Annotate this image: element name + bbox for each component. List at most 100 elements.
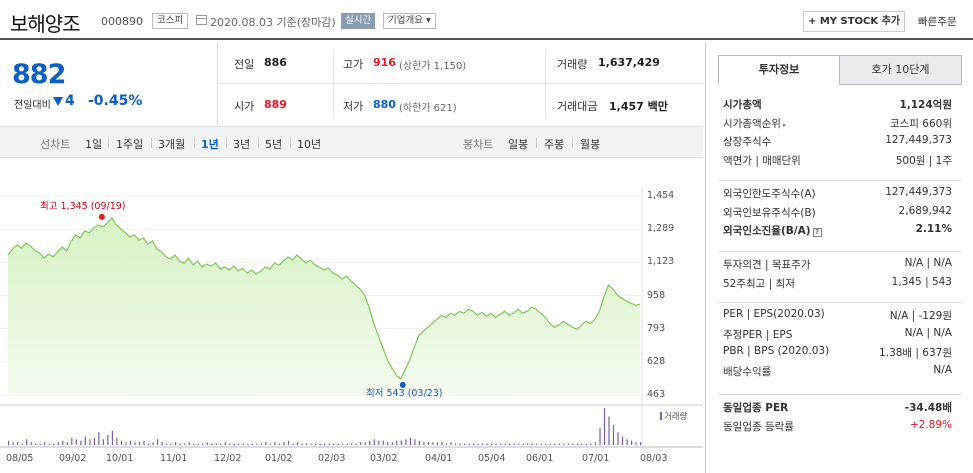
y-tick-label: 463 <box>647 389 666 400</box>
info-label-text: PBR | BPS (2020.03) <box>723 345 830 357</box>
info-divider <box>718 302 962 303</box>
period-separator <box>536 138 537 148</box>
volume-bar <box>134 442 136 445</box>
info-label: PBR | BPS (2020.03) <box>723 345 829 357</box>
info-value: N/A | N/A <box>904 257 952 269</box>
info-label-text: 추정PER | EPS <box>723 328 793 341</box>
period-separator <box>194 138 195 148</box>
volume-bar <box>238 443 240 445</box>
period-separator <box>151 138 152 148</box>
volume-bar <box>549 443 551 445</box>
info-row: 시가총액순위 ▸ 코스피 660위 <box>723 116 952 134</box>
volume-bar <box>518 443 520 445</box>
volume-bar <box>215 443 217 445</box>
period-3y[interactable]: 3년 <box>233 138 251 151</box>
volume-bar <box>251 443 253 445</box>
volume-bar <box>581 443 583 445</box>
volume-bar <box>175 442 177 445</box>
price-summary: 882 전일대비 4 -0.45% 전일 886 고가 916 (상한가 1,1… <box>0 42 703 126</box>
x-tick-label: 10/01 <box>106 453 134 464</box>
info-value: +2.89% <box>909 418 952 431</box>
volume-bar <box>441 442 443 445</box>
volume-bar <box>305 443 308 445</box>
help-icon[interactable]: ? <box>812 228 822 237</box>
period-10y[interactable]: 10년 <box>297 138 322 151</box>
info-value: N/A <box>933 363 952 376</box>
volume-bar <box>71 437 73 445</box>
volume-bar <box>84 436 86 445</box>
volume-bar <box>554 443 556 445</box>
period-selector: 선차트 1일 1주일 3개월 1년 3년 5년 10년 봉차트 일봉 주봉 월봉 <box>0 126 703 158</box>
low-marker <box>399 381 406 388</box>
candle-weekly[interactable]: 주봉 <box>544 138 565 151</box>
period-1d[interactable]: 1일 <box>85 138 103 151</box>
volume-bar <box>414 439 416 445</box>
info-value: 코스피 660위 <box>889 117 952 130</box>
x-tick-label: 06/01 <box>526 453 554 464</box>
info-row: 액면가 | 매매단위 500원 | 1주 <box>723 153 952 171</box>
tab-orderbook[interactable]: 호가 10단계 <box>839 55 962 85</box>
volume-bar <box>53 443 55 445</box>
volume-bar <box>166 443 168 445</box>
upper-limit: (상한가 1,150) <box>399 61 467 72</box>
current-price: 882 <box>12 59 66 90</box>
volume-bar <box>333 443 335 445</box>
volume-bar <box>211 443 213 445</box>
volume-bar <box>229 443 231 445</box>
volume-bar <box>567 443 569 445</box>
tab-underline <box>839 84 962 85</box>
info-label-text: 외국인소진율(B/A) <box>723 225 811 237</box>
info-value: -34.48배 <box>904 402 952 414</box>
stock-code: 000890 <box>101 15 143 28</box>
volume-bar <box>463 443 466 445</box>
info-label: 동일업종 PER <box>723 400 788 415</box>
info-label-text: 배당수익률 <box>723 365 772 378</box>
prev-close-label: 전일 <box>234 58 255 71</box>
info-label-text: 외국인한도주식수(A) <box>723 188 816 200</box>
volume-bar <box>35 443 37 445</box>
period-3m[interactable]: 3개월 <box>158 138 186 151</box>
info-label: 액면가 | 매매단위 <box>723 153 801 168</box>
info-value: 1,345 | 543 <box>891 275 952 288</box>
volume-bar <box>116 437 118 445</box>
add-mystock-button[interactable]: + MY STOCK 추가 <box>803 11 905 32</box>
volume-bar <box>283 442 285 445</box>
volume-bar <box>351 443 353 445</box>
price-chart[interactable]: 1,454 1,289 1,123 958 793 628 463 08/05 09/02 10… <box>0 158 703 473</box>
period-5y[interactable]: 5년 <box>265 138 283 151</box>
volume-bar <box>427 442 429 445</box>
info-label: PER | EPS(2020.03) <box>723 308 825 320</box>
info-label-text: 동일업종 등락률 <box>723 420 794 433</box>
volume-bar <box>319 443 321 445</box>
volume-bar <box>509 443 511 445</box>
period-1y[interactable]: 1년 <box>201 138 219 151</box>
volume-bar <box>369 440 371 445</box>
volume-bar <box>26 439 28 445</box>
x-tick-label: 08/05 <box>6 453 34 464</box>
quick-order-button[interactable]: 빠른주문 <box>918 16 957 28</box>
candle-monthly[interactable]: 월봉 <box>580 138 601 151</box>
info-label-text: 액면가 | 매매단위 <box>723 154 801 167</box>
y-tick-label: 793 <box>647 322 666 334</box>
caret-right-icon[interactable]: ▸ <box>782 120 787 129</box>
volume-bar <box>21 443 23 445</box>
period-1w[interactable]: 1주일 <box>116 138 144 151</box>
amount-label: 거래대금 <box>557 100 598 113</box>
live-badge[interactable]: 실시간 <box>341 13 376 29</box>
volume-value: 1,637,429 <box>598 56 660 69</box>
x-tick-label: 04/01 <box>425 453 453 464</box>
volume-bar <box>513 443 515 445</box>
prev-close-value: 886 <box>264 56 287 69</box>
volume-bar <box>545 443 547 445</box>
volume-bar <box>536 443 538 445</box>
candle-daily[interactable]: 일봉 <box>508 138 529 151</box>
volume-bar <box>256 443 258 445</box>
volume-bar <box>89 439 91 445</box>
tab-invest-info[interactable]: 투자정보 <box>718 55 840 85</box>
volume-bar <box>107 435 109 445</box>
summary-divider <box>218 83 703 84</box>
volume-bar <box>179 443 181 445</box>
info-label-text: 투자의견 | 목표주가 <box>723 259 811 271</box>
price-area <box>8 217 640 395</box>
company-overview-button[interactable]: 기업개요 ▾ <box>383 13 436 29</box>
